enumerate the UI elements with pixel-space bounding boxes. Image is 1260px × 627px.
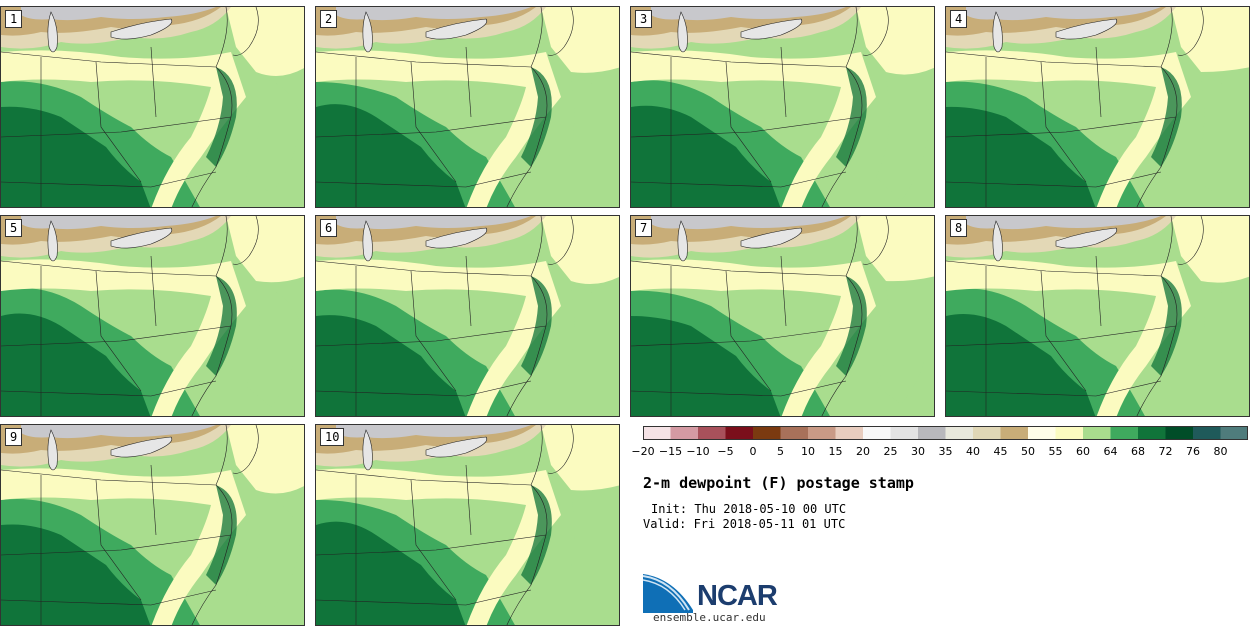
colorbar-tick: 35 bbox=[938, 445, 953, 458]
colorbar-tick: 5 bbox=[777, 445, 784, 458]
colorbar-swatch bbox=[1193, 426, 1221, 440]
colorbar-tick: 25 bbox=[883, 445, 898, 458]
website-label: ensemble.ucar.edu bbox=[653, 611, 766, 624]
ncar-logo-icon bbox=[643, 574, 693, 613]
colorbar-swatch bbox=[670, 426, 699, 440]
member-number-label: 8 bbox=[950, 219, 968, 237]
member-number-label: 4 bbox=[950, 10, 968, 28]
ensemble-member-map: 4 bbox=[945, 6, 1250, 208]
ensemble-member-map: 5 bbox=[0, 215, 305, 417]
colorbar-tick: 20 bbox=[856, 445, 870, 458]
ensemble-member-map: 6 bbox=[315, 215, 620, 417]
ensemble-member-map: 7 bbox=[630, 215, 935, 417]
colorbar-swatch bbox=[1083, 426, 1111, 440]
colorbar-swatch bbox=[1165, 426, 1194, 440]
colorbar-tick: −15 bbox=[658, 445, 683, 458]
dewpoint-colorbar bbox=[643, 426, 1248, 440]
colorbar-tick: 0 bbox=[749, 445, 757, 458]
member-number-label: 1 bbox=[5, 10, 23, 28]
colorbar-swatch bbox=[643, 426, 671, 440]
member-number-label: 3 bbox=[635, 10, 653, 28]
colorbar-swatch bbox=[863, 426, 891, 440]
plot-title: 2-m dewpoint (F) postage stamp bbox=[643, 474, 914, 492]
colorbar-tick: 80 bbox=[1213, 445, 1228, 458]
colorbar-swatch bbox=[973, 426, 1001, 440]
member-number-label: 9 bbox=[5, 428, 23, 446]
colorbar-swatch bbox=[698, 426, 726, 440]
colorbar-tick: −5 bbox=[717, 445, 734, 458]
member-number-label: 7 bbox=[635, 219, 653, 237]
ensemble-member-map: 8 bbox=[945, 215, 1250, 417]
colorbar-swatch bbox=[918, 426, 946, 440]
colorbar-tick: 50 bbox=[1021, 445, 1035, 458]
colorbar-tick: 64 bbox=[1103, 445, 1118, 458]
colorbar-swatch bbox=[1028, 426, 1056, 440]
ensemble-member-map: 2 bbox=[315, 6, 620, 208]
ensemble-member-map: 3 bbox=[630, 6, 935, 208]
colorbar-swatch bbox=[1055, 426, 1084, 440]
colorbar-tick: 72 bbox=[1158, 445, 1173, 458]
ensemble-member-map: 10 bbox=[315, 424, 620, 626]
member-number-label: 2 bbox=[320, 10, 338, 28]
init-time: Init: Thu 2018-05-10 00 UTC bbox=[651, 502, 847, 516]
colorbar-swatch bbox=[1220, 426, 1248, 440]
member-number-label: 10 bbox=[320, 428, 345, 446]
colorbar-border bbox=[643, 426, 1248, 440]
colorbar-tick: 55 bbox=[1048, 445, 1063, 458]
member-number-label: 6 bbox=[320, 219, 338, 237]
colorbar-tick: 10 bbox=[801, 445, 815, 458]
colorbar-tick: 76 bbox=[1186, 445, 1200, 458]
colorbar-tick: 68 bbox=[1131, 445, 1145, 458]
colorbar-swatch bbox=[1138, 426, 1166, 440]
colorbar-swatch bbox=[945, 426, 974, 440]
ensemble-member-map: 9 bbox=[0, 424, 305, 626]
colorbar-swatch bbox=[725, 426, 754, 440]
colorbar-tick: −10 bbox=[686, 445, 710, 458]
colorbar-tick: 15 bbox=[828, 445, 843, 458]
valid-time: Valid: Fri 2018-05-11 01 UTC bbox=[643, 517, 846, 531]
colorbar-tick: 40 bbox=[966, 445, 980, 458]
colorbar-swatch bbox=[835, 426, 864, 440]
colorbar-swatch bbox=[808, 426, 836, 440]
colorbar-swatch bbox=[1110, 426, 1139, 440]
colorbar-swatch bbox=[753, 426, 781, 440]
member-number-label: 5 bbox=[5, 219, 23, 237]
ensemble-member-map: 1 bbox=[0, 6, 305, 208]
colorbar-tick: 45 bbox=[993, 445, 1008, 458]
colorbar-tick: 30 bbox=[911, 445, 925, 458]
colorbar-swatch bbox=[780, 426, 809, 440]
colorbar-swatch bbox=[890, 426, 919, 440]
colorbar-tick: −20 bbox=[631, 445, 655, 458]
colorbar-swatch bbox=[1000, 426, 1029, 440]
ncar-logo-text: NCAR bbox=[697, 580, 778, 612]
colorbar-tick: 60 bbox=[1076, 445, 1090, 458]
